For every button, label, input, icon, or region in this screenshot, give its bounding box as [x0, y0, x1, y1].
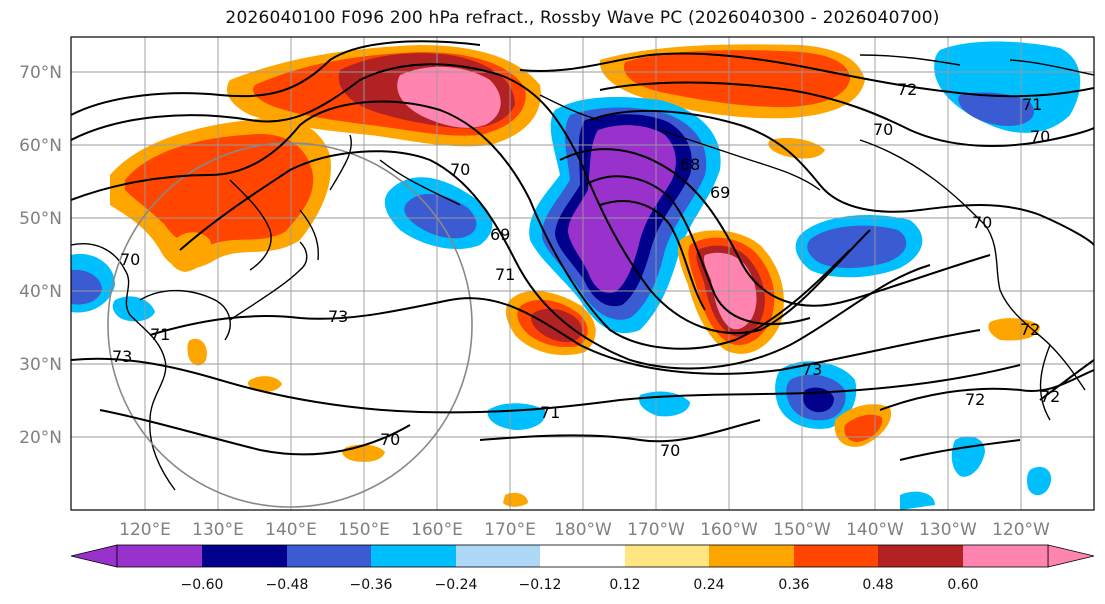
graticule [71, 37, 1094, 510]
lon-label: 140°E [265, 520, 317, 540]
contour-label: 71 [495, 265, 515, 284]
contour-label: 70 [873, 120, 893, 139]
colorbar-outline [116, 544, 1049, 568]
contour-label: 70 [120, 250, 140, 269]
lat-label: 50°N [19, 209, 62, 229]
colorbar-swatch [371, 545, 456, 567]
lat-label: 30°N [19, 355, 62, 375]
lat-label: 20°N [19, 428, 62, 448]
contour-label: 70 [972, 213, 992, 232]
contour-label: 72 [1020, 320, 1040, 339]
colorbar-swatch [963, 545, 1048, 567]
lon-label: 150°W [773, 520, 831, 540]
colorbar-tick-label: −0.36 [350, 577, 393, 593]
contour-label-layer: 72 71 70 70 70 70 68 69 69 71 73 73 72 7… [112, 80, 1060, 460]
colorbar-swatch [794, 545, 878, 567]
colorbar-tick-label: 0.12 [609, 577, 640, 593]
colorbar-tick-label: 0.24 [693, 577, 724, 593]
colorbar: −0.60 −0.48 −0.36 −0.24 −0.12 0.12 0.24 … [70, 544, 1095, 593]
lon-label: 150°E [338, 520, 390, 540]
colorbar-swatch [456, 545, 540, 567]
lat-label: 70°N [19, 63, 62, 83]
colorbar-tick-label: −0.48 [266, 577, 309, 593]
figure-title: 2026040100 F096 200 hPa refract., Rossby… [225, 8, 940, 28]
colorbar-extend-max [1047, 544, 1095, 568]
colorbar-swatch [625, 545, 709, 567]
lon-label: 180°W [554, 520, 612, 540]
lon-label: 170°E [484, 520, 536, 540]
lon-label: 120°W [992, 520, 1050, 540]
colorbar-swatch [117, 545, 202, 567]
reference-circle [107, 142, 473, 508]
lon-label: 170°W [627, 520, 685, 540]
colorbar-tick-label: 0.48 [862, 577, 893, 593]
contour-label: 70 [450, 160, 470, 179]
contour-label: 69 [710, 183, 730, 202]
colorbar-tick-label: 0.60 [947, 577, 978, 593]
lon-label: 130°E [192, 520, 244, 540]
contour-lines [71, 40, 1094, 461]
colorbar-tick-label: −0.12 [519, 577, 562, 593]
contour-label: 71 [540, 403, 560, 422]
colorbar-swatch [709, 545, 794, 567]
contour-label: 70 [1030, 127, 1050, 146]
latitude-labels: 70°N 60°N 50°N 40°N 30°N 20°N [19, 63, 62, 448]
contour-label: 73 [802, 360, 822, 379]
colorbar-swatch [202, 545, 287, 567]
colorbar-swatch [878, 545, 963, 567]
lon-label: 130°W [919, 520, 977, 540]
contour-label: 72 [1040, 387, 1060, 406]
contour-label: 73 [112, 347, 132, 366]
contour-label: 70 [660, 441, 680, 460]
lon-label: 120°E [119, 520, 171, 540]
contour-label: 72 [897, 80, 917, 99]
lon-label: 140°W [846, 520, 904, 540]
contour-label: 71 [150, 325, 170, 344]
map-frame [70, 36, 1095, 511]
colorbar-tick-label: −0.24 [435, 577, 478, 593]
contour-label: 73 [328, 307, 348, 326]
colorbar-swatch [540, 545, 625, 567]
lon-label: 160°W [700, 520, 758, 540]
contour-label: 70 [380, 430, 400, 449]
contour-label: 69 [490, 225, 510, 244]
colorbar-tick-label: 0.36 [778, 577, 809, 593]
contour-label: 68 [680, 155, 700, 174]
contour-label: 71 [1022, 95, 1042, 114]
lat-label: 40°N [19, 282, 62, 302]
contour-label: 72 [965, 390, 985, 409]
longitude-labels: 120°E 130°E 140°E 150°E 160°E 170°E 180°… [119, 520, 1050, 540]
colorbar-tick-label: −0.60 [181, 577, 224, 593]
lon-label: 160°E [411, 520, 463, 540]
lat-label: 60°N [19, 136, 62, 156]
colorbar-extend-min [70, 544, 118, 568]
colorbar-swatch [287, 545, 371, 567]
